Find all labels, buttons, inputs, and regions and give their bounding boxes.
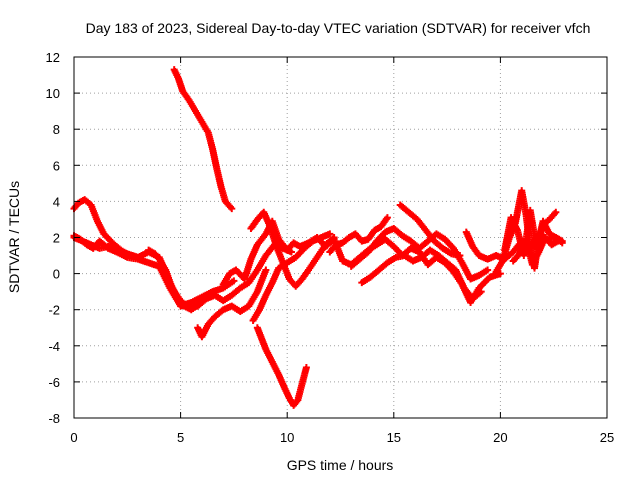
data-point: [554, 237, 562, 245]
y-tick-label: -8: [48, 411, 60, 426]
data-layer: [70, 66, 566, 409]
y-tick-label: 12: [46, 50, 60, 65]
y-tick-label: 0: [53, 267, 60, 282]
y-tick-label: 6: [53, 158, 60, 173]
data-point: [383, 214, 391, 222]
series-arc-a: [70, 196, 142, 261]
series-arc-m: [347, 224, 492, 283]
data-point: [262, 266, 270, 274]
x-tick-label: 25: [600, 430, 614, 445]
y-tick-label: 2: [53, 231, 60, 246]
data-point: [484, 266, 492, 274]
series-arc-j: [253, 324, 310, 409]
x-tick-label: 15: [387, 430, 401, 445]
x-tick-label: 5: [177, 430, 184, 445]
data-point: [552, 208, 560, 216]
x-tick-label: 20: [493, 430, 507, 445]
data-point: [477, 288, 485, 296]
series-arc-s: [509, 234, 562, 269]
x-axis-label: GPS time / hours: [287, 457, 394, 473]
x-tick-label: 0: [70, 430, 77, 445]
y-axis-label: SDTVAR / TECUs: [6, 181, 22, 293]
series-arc-f: [194, 266, 270, 341]
y-tick-label: 10: [46, 86, 60, 101]
ticks-layer: 0 5 10 15 20 25 -8 -6 -4 -2 0 2 4 6 8 10 12: [46, 50, 615, 445]
data-point: [228, 205, 236, 213]
series-arc-e: [170, 66, 236, 213]
series-arc-d: [145, 241, 295, 312]
series-arc-l: [326, 214, 391, 256]
y-tick-label: -6: [48, 375, 60, 390]
x-tick-label: 10: [280, 430, 294, 445]
chart-title: Day 183 of 2023, Sidereal Day-to-day VTE…: [86, 20, 591, 36]
y-tick-label: -4: [48, 339, 60, 354]
y-tick-label: 4: [53, 194, 60, 209]
data-point: [496, 270, 504, 278]
data-point: [456, 252, 464, 260]
data-point: [326, 230, 334, 238]
y-tick-label: 8: [53, 122, 60, 137]
series-arc-n: [358, 246, 485, 303]
data-point: [230, 277, 238, 285]
series-arc-o: [396, 201, 464, 260]
y-tick-label: -2: [48, 303, 60, 318]
data-point: [302, 363, 310, 371]
